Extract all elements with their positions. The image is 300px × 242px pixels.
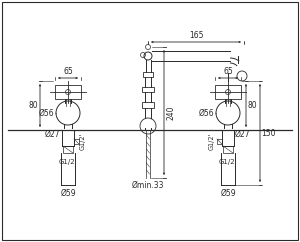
- Bar: [142, 102, 154, 108]
- Text: 240: 240: [166, 105, 175, 120]
- Text: Ø27: Ø27: [235, 129, 250, 138]
- Bar: [217, 139, 222, 144]
- Text: 150: 150: [261, 129, 275, 137]
- Text: 65: 65: [63, 67, 73, 76]
- Text: 65: 65: [223, 67, 233, 76]
- Text: G1/2': G1/2': [80, 132, 86, 150]
- Text: 80: 80: [247, 101, 256, 110]
- Text: Ø59: Ø59: [220, 189, 236, 198]
- Bar: [55, 85, 81, 99]
- Text: Ø27: Ø27: [44, 129, 60, 138]
- Text: Ømin.33: Ømin.33: [132, 181, 164, 190]
- Bar: [143, 72, 153, 77]
- Text: Ø56: Ø56: [198, 108, 214, 118]
- Text: G1/2': G1/2': [59, 159, 77, 165]
- Bar: [74, 139, 79, 144]
- Text: 80: 80: [28, 101, 38, 110]
- Bar: [63, 146, 73, 153]
- Bar: [223, 146, 233, 153]
- Text: Ø59: Ø59: [60, 189, 76, 198]
- Bar: [215, 85, 241, 99]
- Text: G1/2': G1/2': [219, 159, 237, 165]
- Text: Ø56: Ø56: [38, 108, 54, 118]
- Text: 165: 165: [189, 31, 203, 40]
- Text: G1/2': G1/2': [209, 132, 215, 150]
- Bar: [142, 87, 154, 92]
